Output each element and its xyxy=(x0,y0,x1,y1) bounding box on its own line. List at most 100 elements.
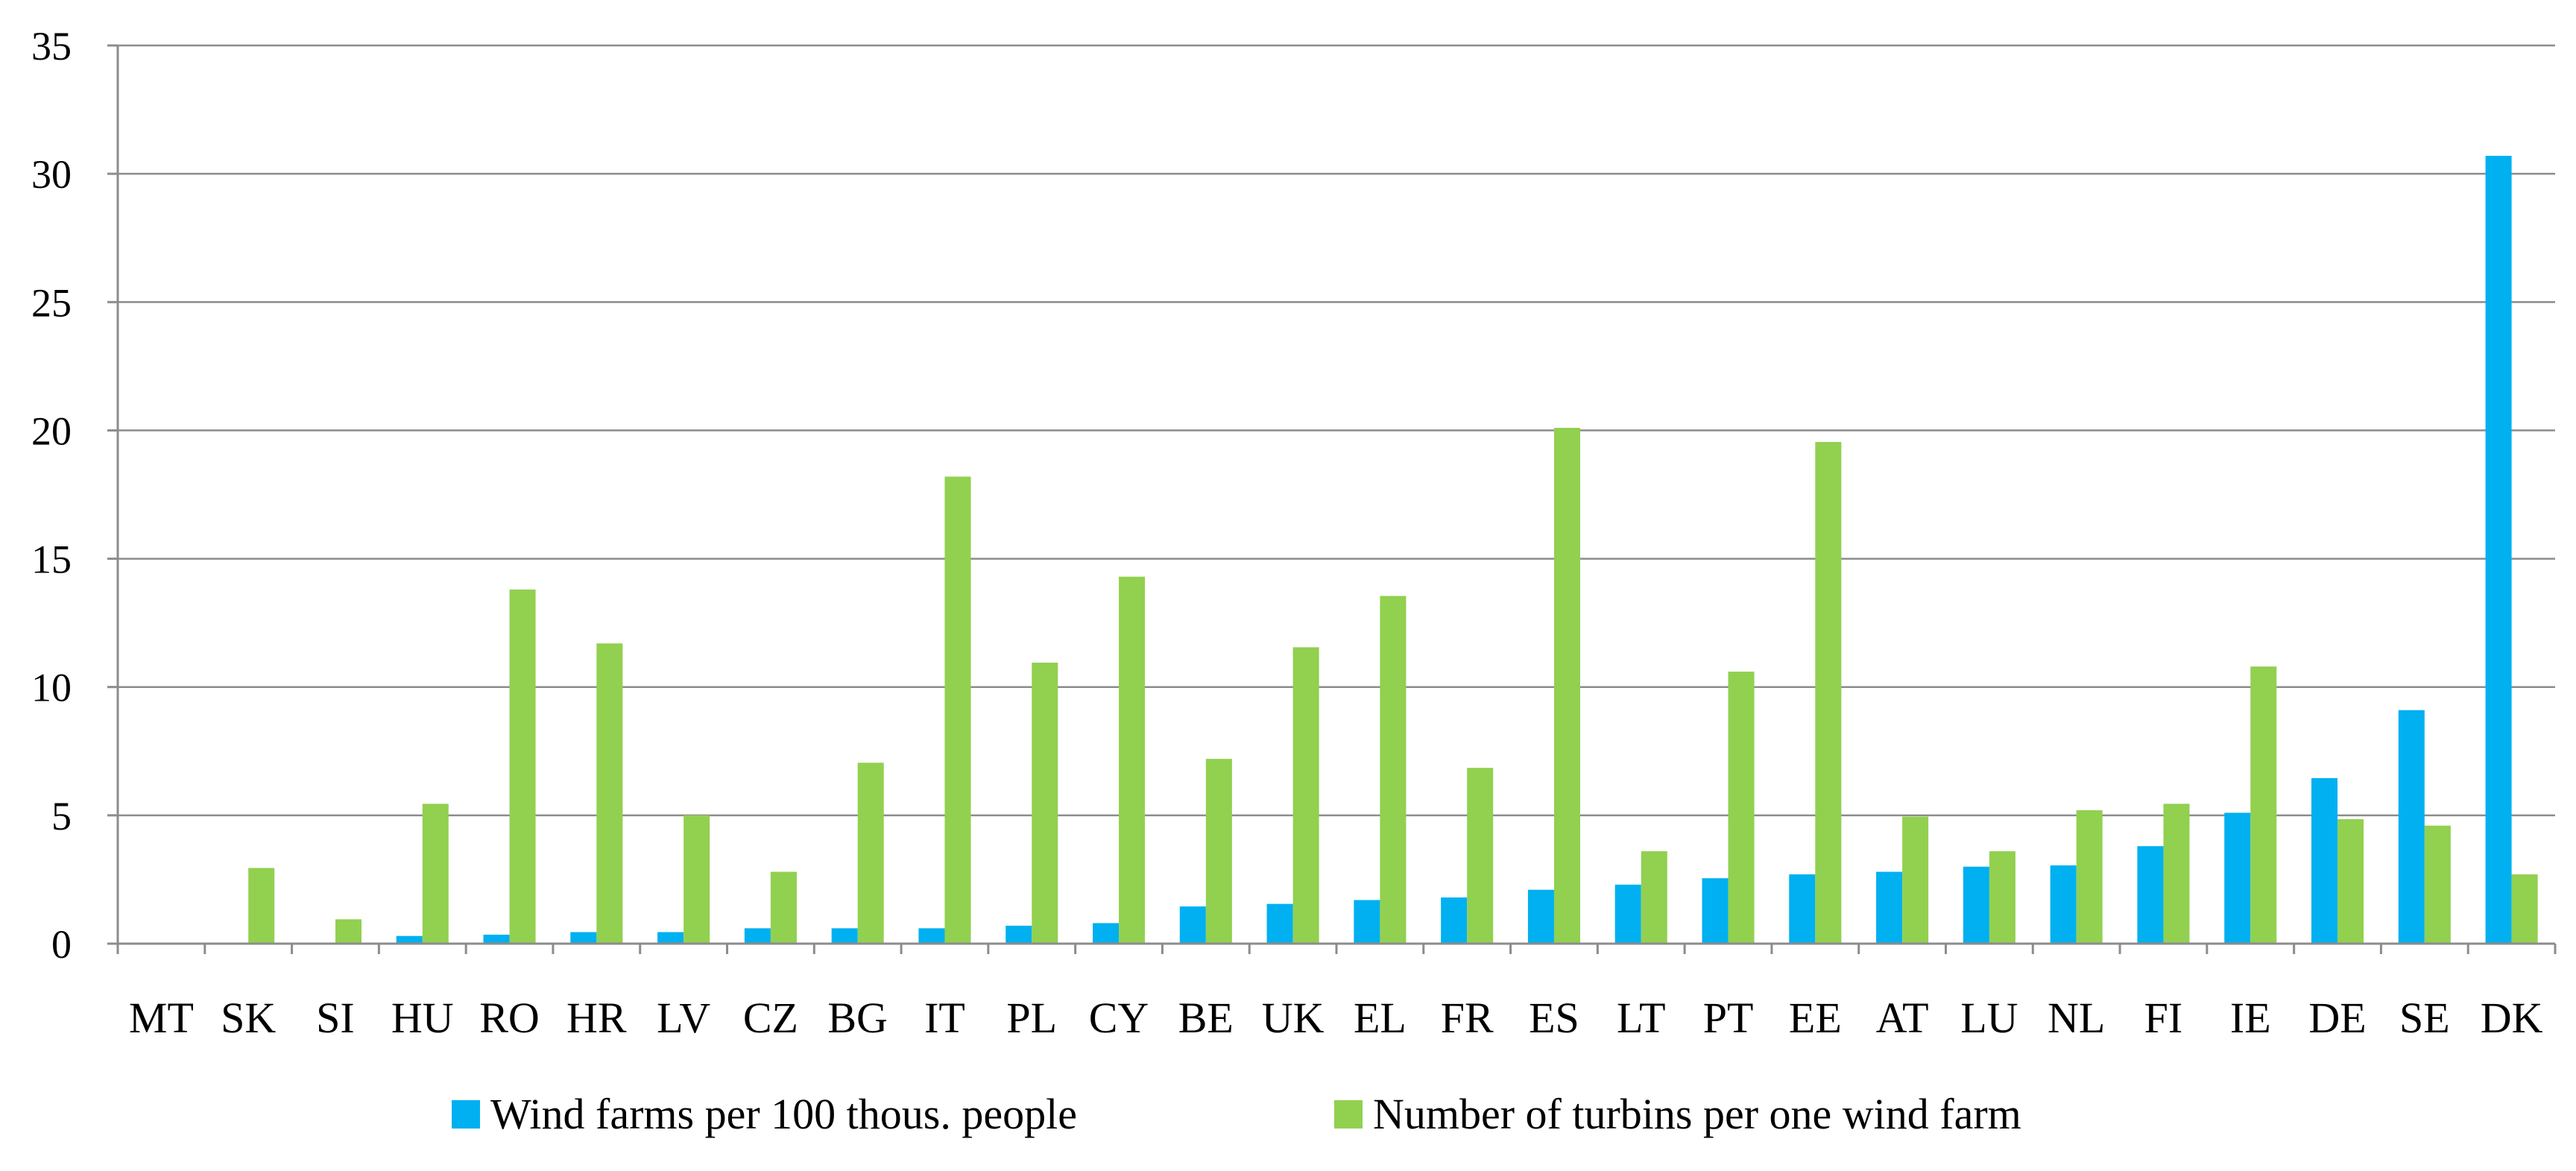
x-tick-label-be: BE xyxy=(1178,994,1234,1042)
bar-turbines-cz xyxy=(770,871,797,944)
x-tick-label-si: SI xyxy=(316,994,355,1042)
bar-wind-farms-pt xyxy=(1702,878,1729,944)
y-tick-label-20: 20 xyxy=(31,408,72,453)
x-tick-label-lv: LV xyxy=(657,994,710,1042)
x-tick-label-es: ES xyxy=(1529,994,1579,1042)
bar-turbines-lv xyxy=(684,815,710,944)
x-tick-label-at: AT xyxy=(1876,994,1929,1042)
x-tick-label-mt: MT xyxy=(129,994,194,1042)
bar-turbines-fr xyxy=(1467,768,1494,944)
x-tick-label-fr: FR xyxy=(1441,994,1494,1042)
bar-wind-farms-ie xyxy=(2224,812,2251,944)
bar-wind-farms-ro xyxy=(483,934,510,944)
bar-turbines-ro xyxy=(509,589,536,944)
y-tick-label-5: 5 xyxy=(51,794,72,839)
bar-wind-farms-hr xyxy=(570,932,597,944)
x-tick-label-de: DE xyxy=(2308,994,2366,1042)
bar-turbines-cy xyxy=(1119,576,1146,944)
x-tick-label-el: EL xyxy=(1354,994,1407,1042)
bar-turbines-de xyxy=(2337,819,2364,944)
bar-turbines-be xyxy=(1205,759,1232,944)
x-tick-label-cy: CY xyxy=(1089,994,1149,1042)
gridlines xyxy=(118,44,2555,817)
x-tick-label-uk: UK xyxy=(1262,994,1325,1042)
bar-turbines-hu xyxy=(422,804,449,944)
x-tick-label-lt: LT xyxy=(1617,994,1666,1042)
bar-turbines-dk xyxy=(2511,874,2538,944)
bar-wind-farms-it xyxy=(918,928,945,944)
bar-turbines-si xyxy=(335,919,362,944)
y-tick-label-30: 30 xyxy=(31,152,72,197)
x-tick-label-cz: CZ xyxy=(743,994,798,1042)
y-tick-label-25: 25 xyxy=(31,280,72,325)
y-tick-label-35: 35 xyxy=(31,24,72,69)
x-tick-label-pl: PL xyxy=(1006,994,1057,1042)
axes xyxy=(107,44,2557,954)
bar-wind-farms-lv xyxy=(657,932,684,944)
x-tick-label-dk: DK xyxy=(2481,994,2543,1042)
bar-turbines-it xyxy=(944,476,971,944)
y-tick-label-0: 0 xyxy=(51,922,72,967)
bar-turbines-pt xyxy=(1728,672,1755,944)
legend: Wind farms per 100 thous. people Number o… xyxy=(452,1090,2021,1138)
y-axis-tick-labels: 0 5 10 15 20 25 30 35 xyxy=(31,24,72,967)
bar-wind-farms-be xyxy=(1179,906,1206,944)
bar-turbines-es xyxy=(1553,427,1580,944)
bar-wind-farms-se xyxy=(2398,710,2425,944)
bar-turbines-at xyxy=(1902,816,1929,944)
bar-wind-farms-pl xyxy=(1006,925,1032,944)
bar-turbines-bg xyxy=(857,763,884,944)
x-tick-label-hu: HU xyxy=(391,994,454,1042)
bar-turbines-nl xyxy=(2076,809,2103,944)
bar-wind-farms-uk xyxy=(1266,903,1293,944)
x-tick-label-pt: PT xyxy=(1703,994,1754,1042)
bar-wind-farms-el xyxy=(1354,900,1380,944)
bar-turbines-uk xyxy=(1292,647,1319,944)
bar-wind-farms-hu xyxy=(396,935,423,944)
bar-wind-farms-bg xyxy=(831,928,858,944)
x-tick-label-ro: RO xyxy=(479,994,540,1042)
bars xyxy=(248,156,2538,944)
bar-turbines-hr xyxy=(596,643,623,944)
bar-wind-farms-at xyxy=(1876,871,1903,944)
bar-wind-farms-ee xyxy=(1789,874,1816,944)
x-axis-category-labels: MT SK SI HU RO HR LV CZ BG IT PL CY BE UK EL FR ES LT PT EE… xyxy=(129,994,2543,1042)
y-tick-label-10: 10 xyxy=(31,666,72,710)
bar-wind-farms-fi xyxy=(2137,846,2164,944)
x-tick-label-ee: EE xyxy=(1789,994,1842,1042)
x-tick-label-hr: HR xyxy=(566,994,627,1042)
x-tick-label-ie: IE xyxy=(2230,994,2271,1042)
bar-wind-farms-nl xyxy=(2050,865,2077,944)
bar-wind-farms-de xyxy=(2311,777,2338,944)
bar-wind-farms-es xyxy=(1527,889,1554,944)
x-tick-label-nl: NL xyxy=(2048,994,2105,1042)
bar-turbines-el xyxy=(1380,596,1407,944)
legend-label-wind-farms: Wind farms per 100 thous. people xyxy=(490,1090,1077,1138)
bar-wind-farms-fr xyxy=(1441,897,1468,944)
legend-swatch-wind-farms xyxy=(452,1100,480,1129)
x-tick-label-bg: BG xyxy=(827,994,888,1042)
x-tick-label-lu: LU xyxy=(1960,994,2018,1042)
x-tick-label-it: IT xyxy=(924,994,965,1042)
x-tick-label-sk: SK xyxy=(221,994,276,1042)
bar-wind-farms-dk xyxy=(2485,156,2512,944)
bar-wind-farms-lt xyxy=(1614,884,1641,944)
legend-swatch-turbines xyxy=(1334,1100,1363,1129)
bar-turbines-lt xyxy=(1641,851,1667,944)
legend-label-turbines: Number of turbins per one wind farm xyxy=(1373,1090,2021,1138)
x-tick-label-fi: FI xyxy=(2144,994,2183,1042)
bar-turbines-fi xyxy=(2163,804,2190,944)
x-tick-label-se: SE xyxy=(2399,994,2450,1042)
bar-wind-farms-cy xyxy=(1093,923,1120,944)
bar-turbines-sk xyxy=(248,868,275,944)
y-tick-label-15: 15 xyxy=(31,537,72,582)
bar-turbines-ie xyxy=(2250,666,2277,944)
bar-wind-farms-lu xyxy=(1963,866,1989,944)
bar-wind-farms-cz xyxy=(744,928,771,944)
bar-turbines-pl xyxy=(1032,663,1058,944)
bar-turbines-ee xyxy=(1815,441,1842,944)
bar-turbines-lu xyxy=(1989,851,2015,944)
bar-turbines-se xyxy=(2424,825,2451,944)
